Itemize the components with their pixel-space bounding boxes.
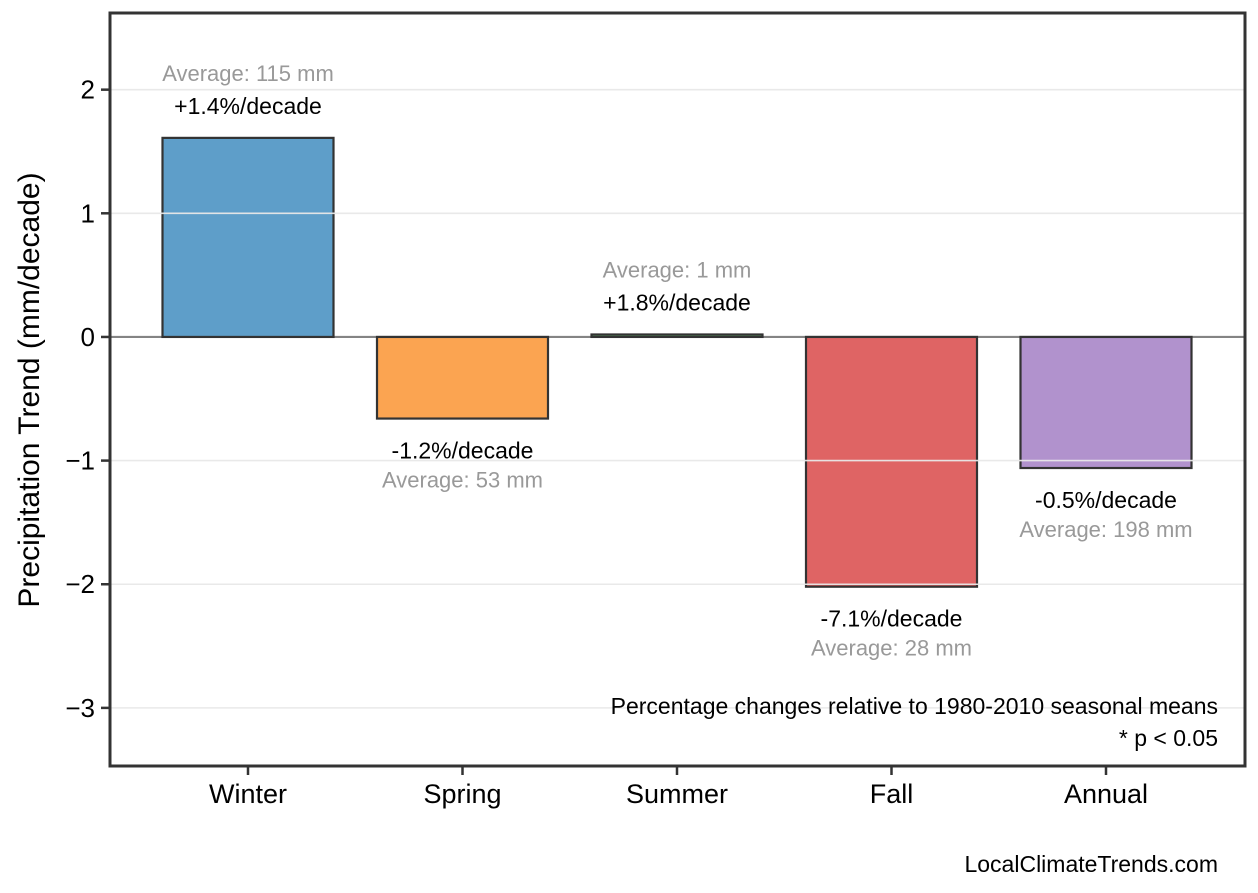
avg-label-spring: Average: 53 mm [382,468,543,493]
annotation-significance: * p < 0.05 [1118,725,1218,751]
bar-fall [804,335,979,588]
x-label-spring: Spring [423,779,501,809]
avg-label-fall: Average: 28 mm [811,636,972,661]
y-tick-label-2: 2 [81,75,95,105]
pct-label-spring: -1.2%/decade [392,438,534,464]
avg-label-winter: Average: 115 mm [162,61,334,86]
y-tick-label-0: 0 [81,322,95,352]
y-tick-label--2: −2 [65,569,95,599]
bar-spring [375,335,550,420]
bar-summer [590,333,764,339]
y-axis-title: Precipitation Trend (mm/decade) [13,172,46,608]
x-label-fall: Fall [870,779,914,809]
pct-label-fall: -7.1%/decade [821,606,963,632]
y-tick-label--1: −1 [65,446,95,476]
x-label-summer: Summer [626,779,728,809]
pct-label-summer: +1.8%/decade [603,289,751,315]
annotation-relative-means: Percentage changes relative to 1980-2010… [610,693,1218,719]
bar-winter [161,136,335,339]
pct-label-winter: +1.4%/decade [174,93,322,119]
y-tick-label-1: 1 [81,198,95,228]
avg-label-annual: Average: 198 mm [1019,517,1192,542]
y-tick-label--3: −3 [65,693,95,723]
bar-annual [1019,335,1193,470]
pct-label-annual: -0.5%/decade [1035,487,1177,513]
avg-label-summer: Average: 1 mm [603,257,752,282]
source-credit: LocalClimateTrends.com [964,851,1218,877]
x-label-winter: Winter [209,779,287,809]
x-label-annual: Annual [1064,779,1148,809]
